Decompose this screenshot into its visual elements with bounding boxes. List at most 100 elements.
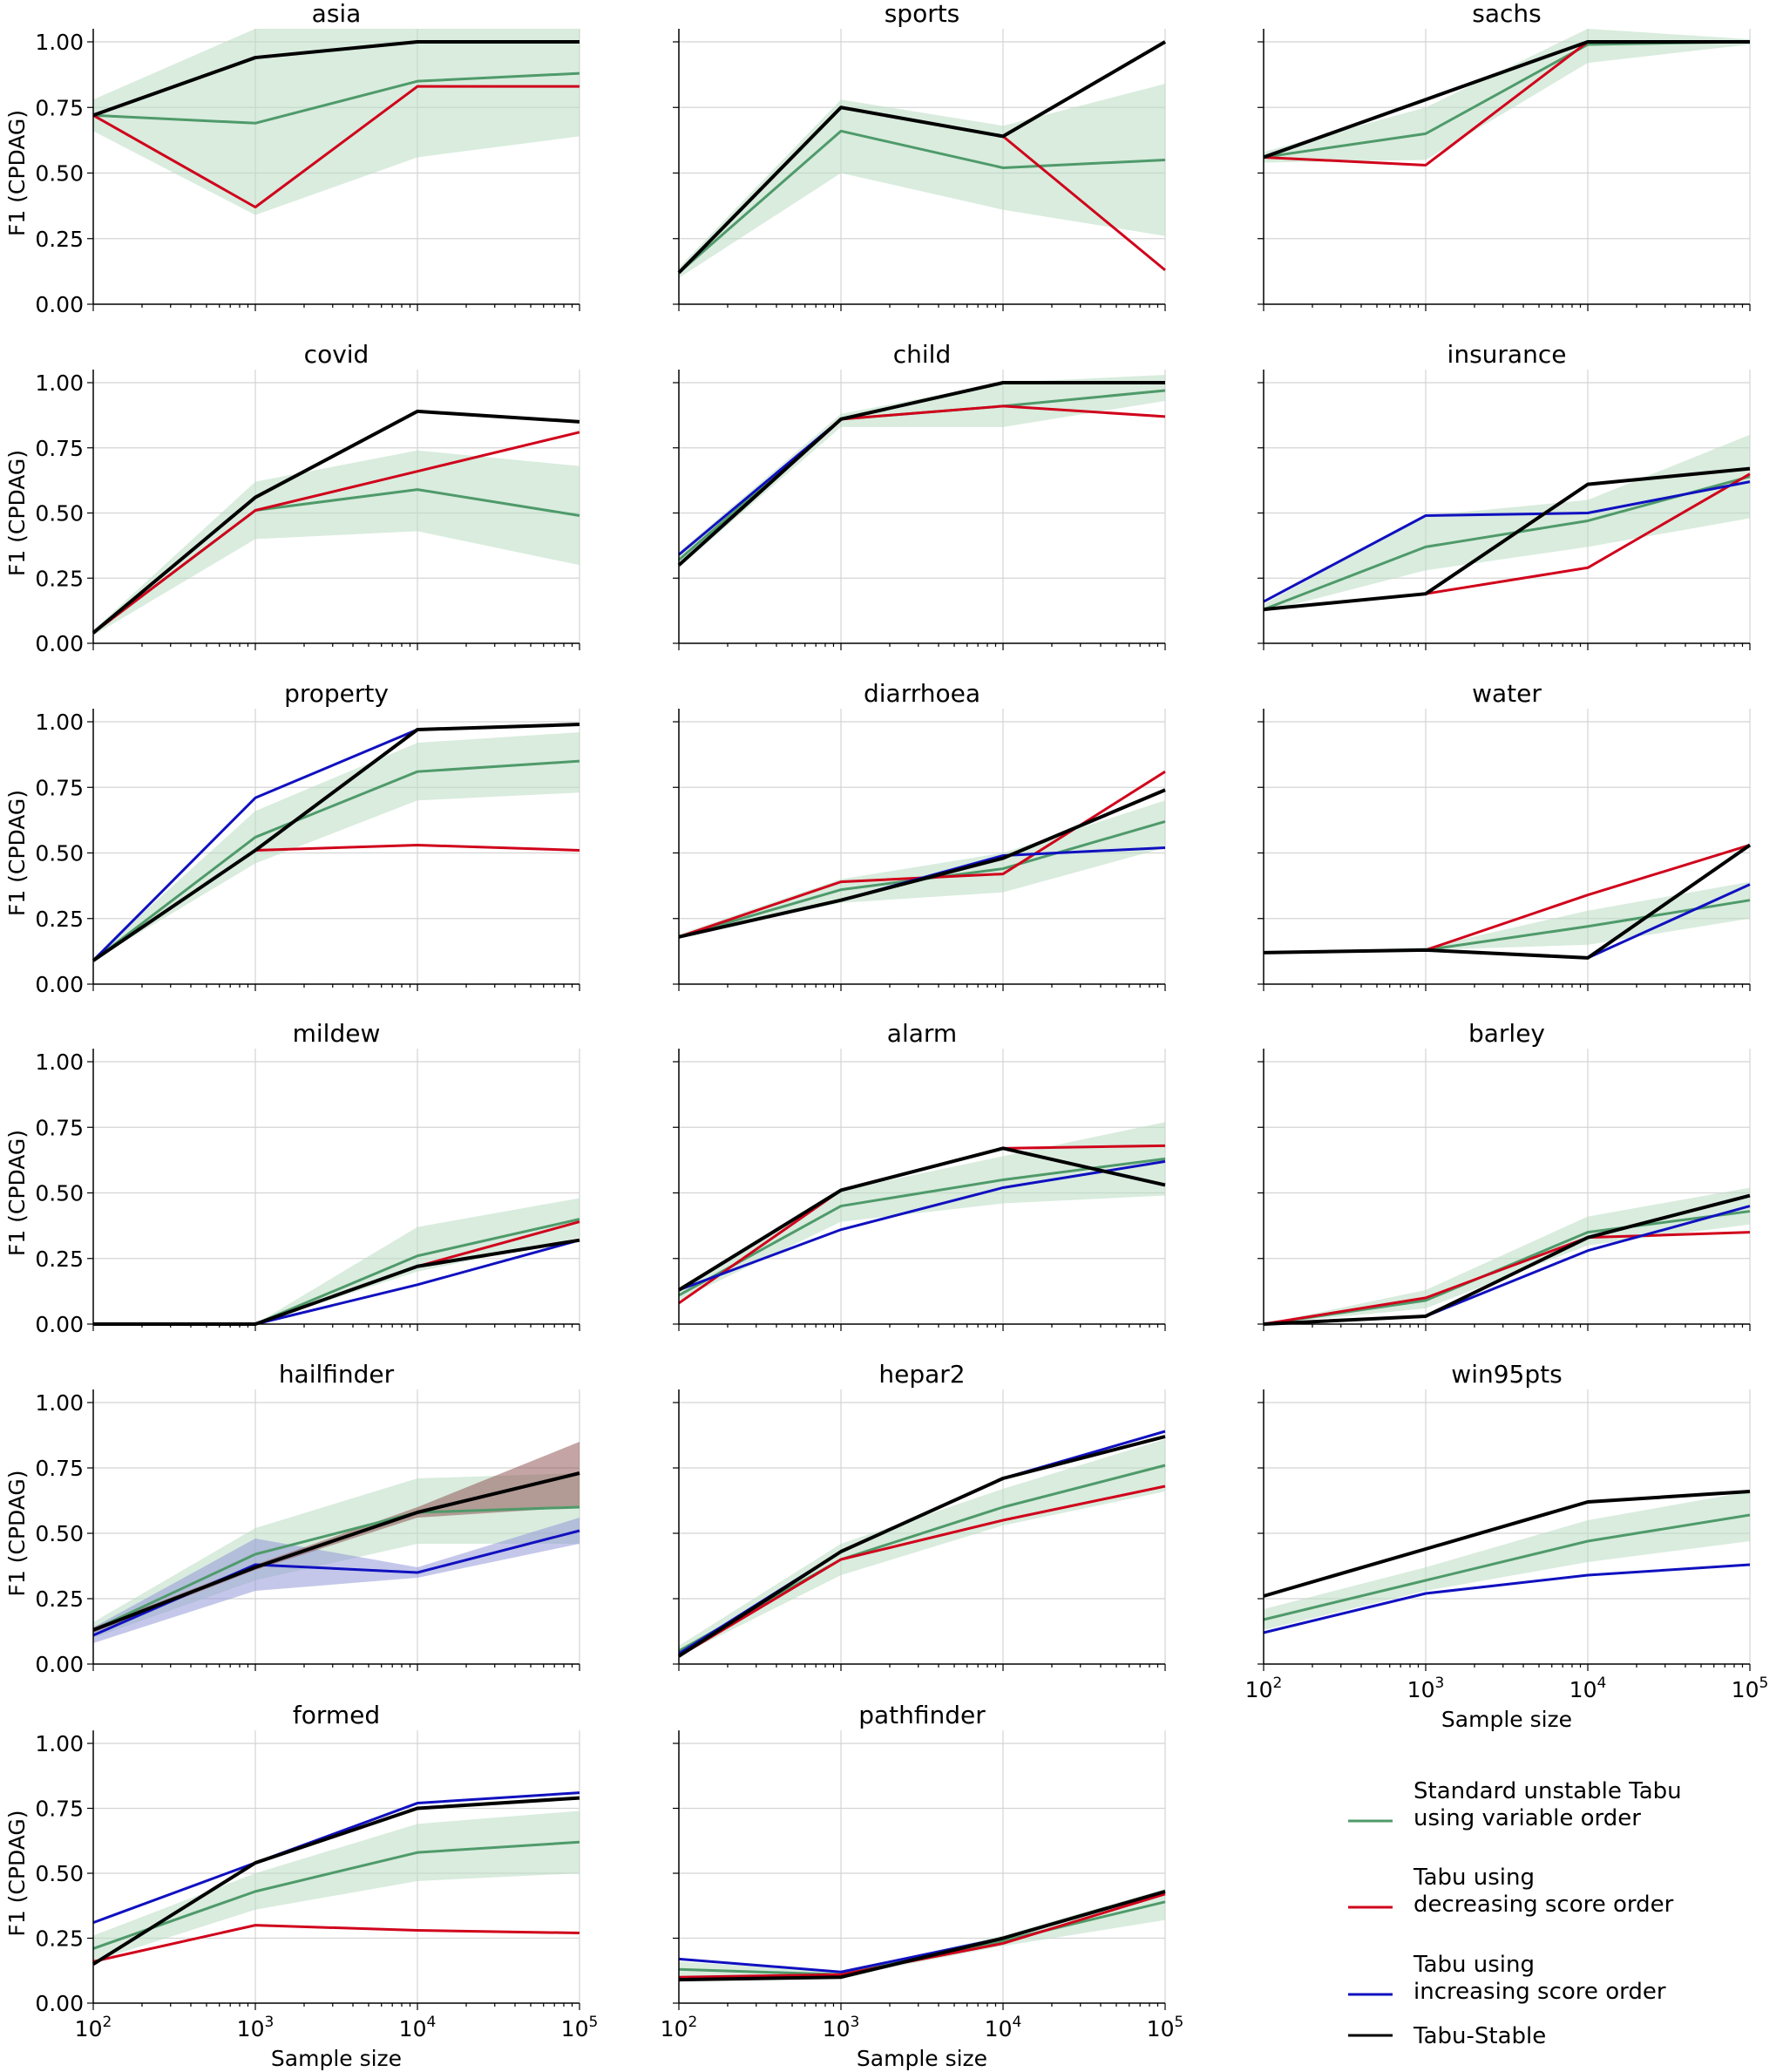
x-tick-label: 105 (1147, 2014, 1184, 2041)
x-tick-label: 102 (75, 2014, 112, 2041)
y-tick-label: 0.00 (35, 292, 84, 317)
y-axis-label: F1 (CPDAG) (4, 1810, 30, 1936)
x-axis-label: Sample size (857, 2046, 987, 2071)
panel-sports: sports (673, 0, 1167, 311)
panel-title: mildew (293, 1019, 381, 1048)
y-tick-label: 0.50 (35, 1181, 84, 1206)
series-stable (92, 723, 580, 962)
panel-title: pathfinder (858, 1701, 986, 1729)
panel-title: property (284, 679, 389, 708)
y-tick-label: 0.75 (35, 1456, 84, 1481)
series-stable (92, 1471, 580, 1632)
standard-band (679, 1439, 1165, 1656)
y-tick-label: 0.50 (35, 161, 84, 187)
panel-title: sports (885, 0, 960, 28)
series-stable (678, 788, 1166, 939)
panel-title: barley (1468, 1019, 1545, 1048)
y-tick-label: 0.25 (35, 566, 84, 591)
x-tick-label: 105 (1732, 1675, 1769, 1702)
series-stable (1263, 40, 1750, 160)
y-tick-label: 0.25 (35, 1247, 84, 1272)
legend-entry-stable: Tabu-Stable (1348, 2023, 1546, 2049)
series-stable (677, 40, 1167, 275)
series-stable (92, 409, 580, 635)
series-standard (678, 129, 1166, 275)
y-tick-label: 0.50 (35, 1521, 84, 1546)
y-tick-label: 0.25 (35, 227, 84, 252)
panel-win95pts: win95pts 102 103 104 105 Sample size (1245, 1360, 1769, 1732)
y-tick-label: 0.50 (35, 501, 84, 526)
panel-hailfinder: hailfinder 0.00 0.25 0.50 0.75 1.00 F1 (CPDAG) (4, 1360, 580, 1677)
y-tick-label: 0.75 (35, 1797, 84, 1822)
y-axis-label: F1 (CPDAG) (4, 1130, 30, 1256)
panel-mildew: mildew 0.00 0.25 0.50 0.75 1.00 F1 (CPDAG) (4, 1019, 580, 1337)
y-axis-label: F1 (CPDAG) (4, 110, 30, 236)
panel-title: win95pts (1451, 1360, 1562, 1389)
y-tick-label: 0.75 (35, 436, 84, 461)
y-tick-label: 1.00 (35, 1731, 84, 1756)
y-tick-label: 0.00 (35, 1652, 84, 1677)
x-tick-label: 104 (985, 2014, 1022, 2041)
panel-title: hepar2 (878, 1360, 965, 1389)
y-tick-label: 0.25 (35, 1926, 84, 1952)
legend-label: Standard unstable Tabu (1414, 1778, 1682, 1804)
panel-property: property 0.00 0.25 0.50 0.75 1.00 F1 (CPDAG) (4, 679, 580, 997)
panel-sachs: sachs (1258, 0, 1751, 311)
y-tick-label: 1.00 (35, 370, 84, 396)
panel-title: formed (293, 1701, 380, 1729)
legend-label: Tabu using (1413, 1952, 1535, 1978)
legend-label: increasing score order (1414, 1979, 1666, 2005)
series-decreasing (1263, 1231, 1751, 1326)
panel-title: hailfinder (279, 1360, 395, 1389)
series-standard (92, 1505, 580, 1632)
series-standard (93, 1218, 580, 1326)
panel-title: sachs (1472, 0, 1541, 28)
standard-band (93, 1198, 580, 1324)
y-tick-label: 0.50 (35, 841, 84, 866)
panel-title: diarrhoea (864, 679, 980, 708)
standard-band (1264, 1187, 1750, 1324)
standard-band (679, 84, 1165, 278)
series-increasing (1263, 1563, 1751, 1634)
series-stable (677, 1146, 1166, 1292)
series-stable (1263, 1490, 1751, 1598)
x-tick-label: 105 (561, 2014, 599, 2041)
panel-water: water (1258, 679, 1752, 991)
y-tick-label: 0.50 (35, 1861, 84, 1886)
x-tick-label: 103 (1407, 1675, 1445, 1702)
panel-title: alarm (887, 1019, 957, 1048)
panel-title: insurance (1447, 340, 1567, 369)
panel-diarrhoea: diarrhoea (673, 679, 1166, 991)
series-standard (678, 1157, 1166, 1297)
y-tick-label: 0.00 (35, 1991, 84, 2016)
series-decreasing (92, 85, 580, 209)
panel-formed: formed 0.00 0.25 0.50 0.75 1.00 F1 (CPDAG) 102 1… (4, 1701, 598, 2071)
series-stable (678, 1889, 1166, 1982)
panel-child: child (673, 340, 1166, 650)
y-axis-label: F1 (CPDAG) (4, 790, 30, 916)
panel-insurance: insurance (1258, 340, 1751, 650)
y-tick-label: 0.25 (35, 1586, 84, 1612)
standard-band (679, 375, 1165, 568)
y-tick-label: 0.75 (35, 95, 84, 120)
standard-band (93, 450, 580, 636)
y-tick-label: 0.75 (35, 1115, 84, 1140)
increasing-band (93, 1518, 580, 1643)
y-tick-label: 0.25 (35, 907, 84, 932)
series-standard (92, 759, 580, 962)
legend-label: using variable order (1414, 1805, 1641, 1831)
x-axis-label: Sample size (1441, 1707, 1572, 1732)
panel-covid: covid 0.00 0.25 0.50 0.75 1.00 F1 (CPDAG) (4, 340, 580, 656)
panels: asia 0.00 0.25 0.50 0.75 1.00 F1 (CPDAG) sports… (4, 0, 1768, 2071)
series-stable (92, 1796, 580, 1966)
series-stable (677, 1435, 1166, 1658)
y-tick-label: 0.00 (35, 631, 84, 656)
y-tick-label: 0.00 (35, 972, 84, 997)
standard-band (1264, 881, 1750, 953)
series-stable (677, 381, 1165, 567)
y-axis-label: F1 (CPDAG) (4, 1470, 30, 1596)
